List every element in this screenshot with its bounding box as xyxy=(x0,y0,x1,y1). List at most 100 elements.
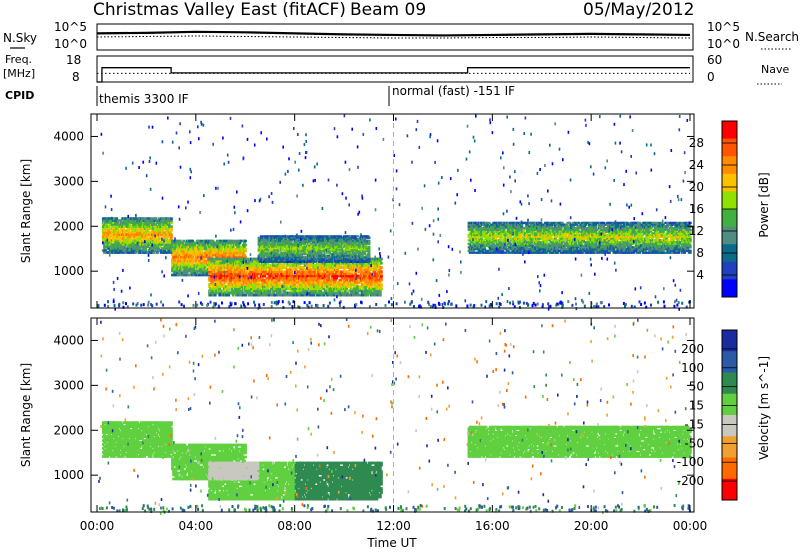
echo-cell xyxy=(359,274,363,278)
echo-cell xyxy=(209,261,213,265)
echo-cell xyxy=(277,257,281,260)
echo-cell xyxy=(185,271,189,275)
echo-cell xyxy=(167,245,171,248)
echo-cell xyxy=(106,245,110,248)
echo-cell xyxy=(307,281,310,284)
echo-cell xyxy=(318,248,322,251)
echo-cell xyxy=(172,273,175,277)
echo-cell xyxy=(354,285,357,288)
echo-cell xyxy=(230,255,234,259)
echo-cell xyxy=(174,265,178,269)
echo-cell xyxy=(265,245,269,248)
echo-cell xyxy=(175,249,179,253)
echo-cell xyxy=(372,278,375,282)
echo-cell xyxy=(304,259,308,262)
echo-cell xyxy=(359,266,363,269)
echo-cell xyxy=(338,259,342,262)
echo-cell xyxy=(119,219,123,222)
echo-cell xyxy=(322,253,326,256)
echo-cell xyxy=(302,283,306,286)
echo-cell xyxy=(191,261,195,265)
echo-cell xyxy=(147,249,151,252)
echo-cell xyxy=(253,270,256,274)
echo-cell xyxy=(124,239,128,242)
echo-cell xyxy=(286,259,290,262)
echo-cell xyxy=(228,259,232,263)
echo-cell xyxy=(302,247,306,250)
echo-cell xyxy=(340,259,344,262)
echo-cell xyxy=(168,241,172,244)
echo-cell xyxy=(330,260,334,263)
echo-cell xyxy=(293,245,297,248)
echo-cell xyxy=(380,266,383,269)
echo-cell xyxy=(358,264,362,267)
echo-cell xyxy=(238,285,242,288)
echo-cell xyxy=(211,281,215,284)
echo-cell xyxy=(304,291,308,295)
echo-cell xyxy=(239,239,243,243)
echo-cell xyxy=(265,244,269,247)
echo-cell xyxy=(134,237,138,240)
echo-cell xyxy=(332,261,336,265)
echo-cell xyxy=(322,287,326,291)
echo-cell xyxy=(329,264,333,267)
echo-cell xyxy=(244,249,247,253)
echo-cell xyxy=(299,257,302,260)
echo-cell xyxy=(192,267,196,271)
echo-cell xyxy=(162,219,165,222)
echo-cell xyxy=(197,255,200,259)
echo-cell xyxy=(259,244,263,247)
echo-cell xyxy=(313,254,317,257)
echo-cell xyxy=(155,235,159,238)
noise-right-tick-bottom: 10^0 xyxy=(707,37,740,51)
echo-cell xyxy=(138,233,142,236)
echo-cell xyxy=(249,266,253,269)
echo-cell xyxy=(235,239,238,243)
echo-cell xyxy=(235,249,238,253)
echo-cell xyxy=(195,271,199,275)
echo-cell xyxy=(277,259,281,262)
echo-cell xyxy=(223,276,227,280)
echo-cell xyxy=(282,235,286,238)
echo-cell xyxy=(208,266,211,269)
echo-cell xyxy=(364,287,368,291)
echo-cell xyxy=(116,227,120,230)
echo-cell xyxy=(161,229,164,232)
echo-cell xyxy=(199,253,202,257)
echo-cell xyxy=(371,293,374,297)
echo-cell xyxy=(292,248,296,251)
echo-cell xyxy=(154,245,158,248)
echo-cell xyxy=(339,281,343,284)
echo-cell xyxy=(137,223,141,226)
echo-cell xyxy=(273,289,277,293)
echo-cell xyxy=(223,253,227,257)
echo-cell xyxy=(232,274,236,278)
echo-cell xyxy=(238,293,242,297)
echo-cell xyxy=(172,245,175,249)
echo-cell xyxy=(275,251,279,254)
echo-cell xyxy=(353,276,356,280)
echo-cell xyxy=(212,243,216,247)
echo-cell xyxy=(339,245,343,248)
echo-cell xyxy=(231,253,235,257)
echo-cell xyxy=(369,285,373,288)
echo-cell xyxy=(189,273,192,277)
echo-cell xyxy=(174,245,178,249)
echo-cell xyxy=(239,274,243,278)
echo-cell xyxy=(243,266,246,269)
echo-cell xyxy=(293,283,297,286)
echo-cell xyxy=(334,253,337,256)
echo-cell xyxy=(192,253,196,257)
echo-cell xyxy=(314,235,318,238)
echo-cell xyxy=(179,261,182,265)
echo-cell xyxy=(116,223,120,226)
echo-cell xyxy=(343,281,346,284)
echo-cell xyxy=(290,270,293,274)
echo-cell xyxy=(343,242,346,245)
echo-cell xyxy=(348,268,352,271)
echo-cell xyxy=(314,247,318,250)
echo-cell xyxy=(170,227,173,230)
echo-cell xyxy=(275,261,279,265)
echo-cell xyxy=(305,270,309,274)
echo-cell xyxy=(313,278,317,282)
